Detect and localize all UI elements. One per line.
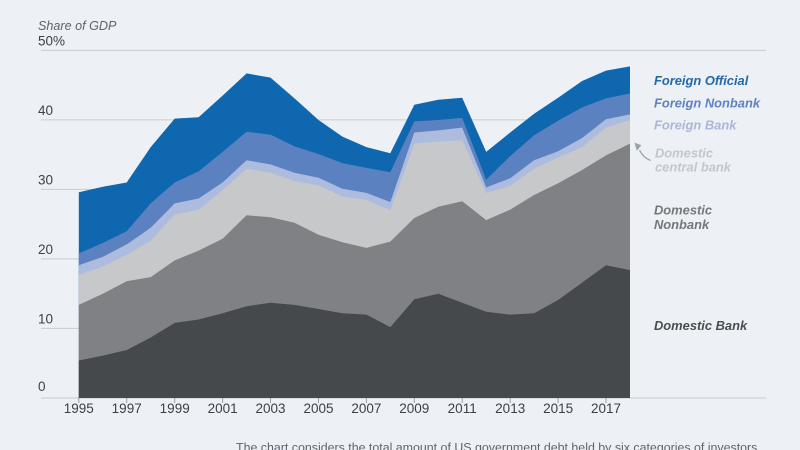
svg-text:1999: 1999 bbox=[160, 401, 190, 416]
svg-text:Domestic: Domestic bbox=[655, 146, 713, 161]
svg-text:Domestic: Domestic bbox=[654, 203, 712, 218]
svg-text:2007: 2007 bbox=[351, 401, 381, 416]
svg-text:Foreign Bank: Foreign Bank bbox=[654, 118, 737, 133]
svg-text:2003: 2003 bbox=[255, 401, 285, 416]
svg-text:Foreign Official: Foreign Official bbox=[654, 73, 749, 88]
svg-text:0: 0 bbox=[38, 379, 46, 394]
svg-text:2013: 2013 bbox=[495, 401, 525, 416]
svg-text:1997: 1997 bbox=[112, 401, 142, 416]
svg-text:2011: 2011 bbox=[448, 401, 477, 416]
svg-text:2005: 2005 bbox=[303, 401, 333, 416]
svg-text:2015: 2015 bbox=[543, 401, 573, 416]
svg-text:Share of GDP: Share of GDP bbox=[38, 19, 117, 33]
svg-text:2009: 2009 bbox=[399, 401, 429, 416]
svg-text:30: 30 bbox=[38, 173, 53, 188]
svg-text:20: 20 bbox=[38, 242, 53, 257]
svg-text:Nonbank: Nonbank bbox=[654, 217, 710, 232]
svg-text:40: 40 bbox=[38, 103, 53, 118]
svg-text:50%: 50% bbox=[38, 34, 65, 49]
svg-text:The chart considers the total: The chart considers the total amount of … bbox=[236, 441, 757, 450]
svg-text:2001: 2001 bbox=[208, 401, 238, 416]
svg-text:Foreign Nonbank: Foreign Nonbank bbox=[654, 96, 761, 111]
svg-text:Domestic Bank: Domestic Bank bbox=[654, 318, 748, 333]
svg-text:1995: 1995 bbox=[64, 401, 94, 416]
svg-text:2017: 2017 bbox=[591, 401, 621, 416]
svg-text:central bank: central bank bbox=[655, 159, 732, 174]
svg-text:10: 10 bbox=[38, 312, 53, 327]
